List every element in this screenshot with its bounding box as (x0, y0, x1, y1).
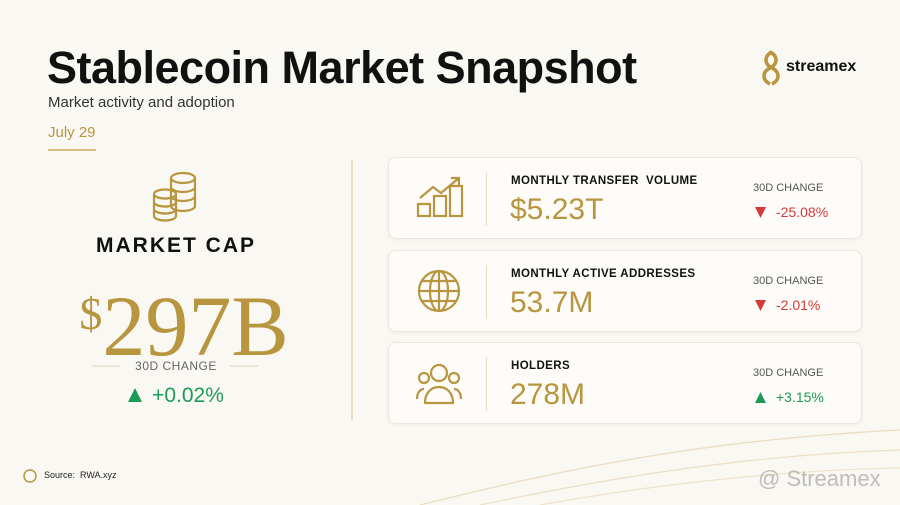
card-value: 278M (510, 378, 586, 411)
date: July 29 (48, 124, 96, 141)
source: Source: RWA.xyz (44, 470, 117, 480)
source-value: RWA.xyz (80, 470, 117, 480)
card-change-label: 30D CHANGE (753, 275, 824, 287)
change: +0.02% (0, 384, 352, 408)
change-value: -25.08% (776, 204, 829, 220)
card-change-label: 30D CHANGE (753, 182, 824, 194)
card-icon (415, 269, 465, 320)
subtitle: Market activity and adoption (48, 94, 235, 111)
direction-arrow (755, 206, 766, 218)
card-change-label: 30D CHANGE (753, 367, 824, 379)
change-value: +0.02% (152, 384, 224, 407)
card-change: +3.15% (755, 389, 824, 405)
amount: 297B (102, 278, 289, 374)
card-label: MONTHLY TRANSFER VOLUME (511, 175, 698, 187)
change-value: -2.01% (776, 297, 821, 313)
metric-card: MONTHLY ACTIVE ADDRESSES 53.7M 30D CHANGE -… (388, 250, 862, 332)
metric-value: $297B (0, 258, 352, 394)
direction-arrow (755, 391, 766, 403)
card-change: -25.08% (755, 204, 828, 220)
currency-symbol: $ (79, 288, 103, 339)
card-icon (415, 176, 465, 227)
metric-card: MONTHLY TRANSFER VOLUME $5.23T 30D CHANGE -… (388, 157, 862, 239)
icon (415, 363, 463, 405)
logo: streamex (786, 58, 857, 75)
card-change: -2.01% (755, 297, 820, 313)
card-divider (486, 357, 487, 411)
watermark: @ Streamex (758, 466, 881, 491)
card-label: MONTHLY ACTIVE ADDRESSES (511, 268, 696, 280)
card-value: $5.23T (510, 193, 604, 226)
direction-arrow (128, 388, 143, 402)
direction-arrow (755, 299, 766, 311)
change-label: 30D CHANGE (135, 359, 217, 373)
source-label: Source: (44, 470, 76, 480)
card-icon (415, 361, 465, 412)
change-value: +3.15% (776, 389, 824, 405)
title: Stablecoin Market Snapshot (47, 42, 637, 93)
card-value: 53.7M (510, 286, 594, 319)
metric-card: HOLDERS 278M 30D CHANGE +3.15% (388, 342, 862, 424)
card-label: HOLDERS (511, 360, 571, 372)
card-divider (486, 172, 487, 226)
card-divider (486, 265, 487, 319)
icon (417, 269, 461, 313)
metric-label: MARKET CAP (96, 234, 256, 257)
icon (416, 176, 464, 218)
